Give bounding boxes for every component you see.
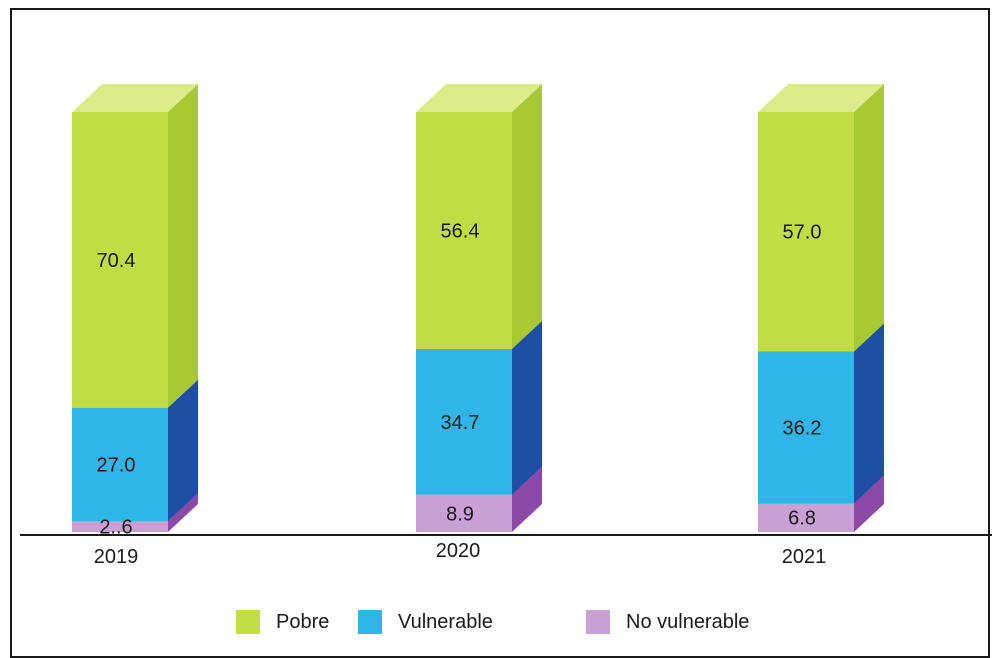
- x-tick-label-2019: 2019: [94, 546, 139, 568]
- legend-swatch-no-vulnerable: [586, 610, 610, 634]
- bar-pobre-2021: [758, 84, 884, 352]
- value-label-no-vulnerable-2020: 8.9: [446, 503, 474, 525]
- bar-side-face: [854, 475, 884, 532]
- legend-swatch-vulnerable: [358, 610, 382, 634]
- bar-side-face: [168, 379, 198, 522]
- bar-front-face: [72, 521, 168, 532]
- bar-front-face: [758, 112, 854, 352]
- bar-vulnerable-2020: [416, 320, 542, 495]
- bar-front-face: [758, 351, 854, 504]
- value-label-no-vulnerable-2021: 6.8: [788, 508, 816, 530]
- bar-top-face: [758, 84, 884, 112]
- bar-side-face: [854, 84, 884, 352]
- value-label-pobre-2019: 70.4: [97, 250, 136, 272]
- bar-side-face: [854, 323, 884, 504]
- bar-side-face: [168, 493, 198, 532]
- value-label-vulnerable-2021: 36.2: [783, 417, 822, 439]
- value-label-vulnerable-2019: 27.0: [97, 454, 136, 476]
- value-label-pobre-2021: 57.0: [783, 222, 822, 244]
- bar-front-face: [416, 348, 512, 495]
- legend-label-vulnerable: Vulnerable: [398, 611, 493, 633]
- stacked-bar-chart: 2..6 27.0 70.4 2019 8.9 34.7 56.4 2020 6.8 36.2 57…: [20, 84, 992, 634]
- bar-pobre-2020: [416, 84, 542, 349]
- bar-side-face: [512, 84, 542, 349]
- bar-top-face: [72, 84, 198, 112]
- legend-label-pobre: Pobre: [276, 611, 329, 633]
- legend-label-no-vulnerable: No vulnerable: [626, 611, 749, 633]
- bar-side-face: [512, 320, 542, 495]
- legend-swatch-pobre: [236, 610, 260, 634]
- bar-front-face: [72, 112, 168, 408]
- bar-side-face: [512, 466, 542, 532]
- legend-item-pobre: Pobre: [236, 610, 329, 634]
- legend-item-vulnerable: Vulnerable: [358, 610, 493, 634]
- x-tick-label-2021: 2021: [782, 546, 827, 568]
- bar-front-face: [416, 112, 512, 349]
- legend-item-no-vulnerable: No vulnerable: [586, 610, 749, 634]
- value-label-pobre-2020: 56.4: [441, 220, 480, 242]
- bar-pobre-2019: [72, 84, 198, 408]
- bar-front-face: [72, 407, 168, 522]
- x-tick-label-2020: 2020: [436, 540, 481, 562]
- value-label-vulnerable-2020: 34.7: [441, 412, 480, 434]
- bar-side-face: [168, 84, 198, 408]
- value-label-no-vulnerable-2019: 2..6: [99, 517, 132, 539]
- bar-top-face: [416, 84, 542, 112]
- bar-front-face: [416, 494, 512, 532]
- bar-front-face: [758, 503, 854, 532]
